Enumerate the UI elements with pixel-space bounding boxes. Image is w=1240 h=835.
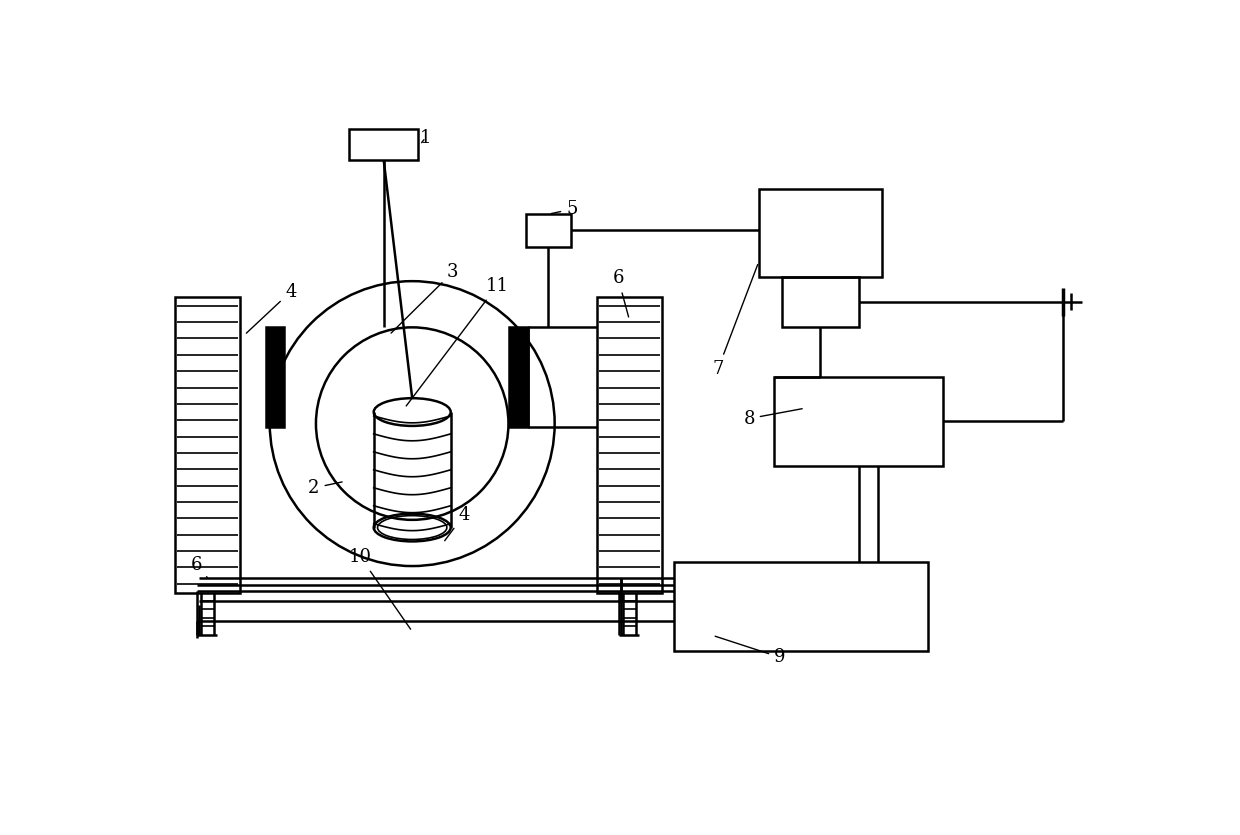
- Text: 9: 9: [715, 636, 786, 666]
- Text: 6: 6: [613, 270, 629, 317]
- Bar: [510, 327, 528, 428]
- Text: 10: 10: [350, 549, 410, 630]
- Text: 11: 11: [407, 277, 508, 406]
- Text: 2: 2: [309, 479, 342, 497]
- Bar: [596, 296, 662, 593]
- Text: 4: 4: [247, 282, 296, 333]
- Text: 8: 8: [743, 408, 802, 428]
- Text: 5: 5: [552, 200, 578, 218]
- Bar: [265, 327, 284, 428]
- Text: 4: 4: [445, 506, 470, 541]
- Bar: [675, 562, 928, 650]
- Bar: [175, 296, 241, 593]
- Text: 1: 1: [420, 129, 432, 147]
- Bar: [759, 189, 882, 277]
- Bar: [781, 277, 859, 327]
- Text: 7: 7: [713, 265, 758, 377]
- Bar: [350, 129, 418, 160]
- Text: 6: 6: [191, 556, 207, 578]
- Bar: [774, 377, 944, 466]
- Bar: [526, 214, 570, 246]
- Text: 3: 3: [391, 263, 459, 333]
